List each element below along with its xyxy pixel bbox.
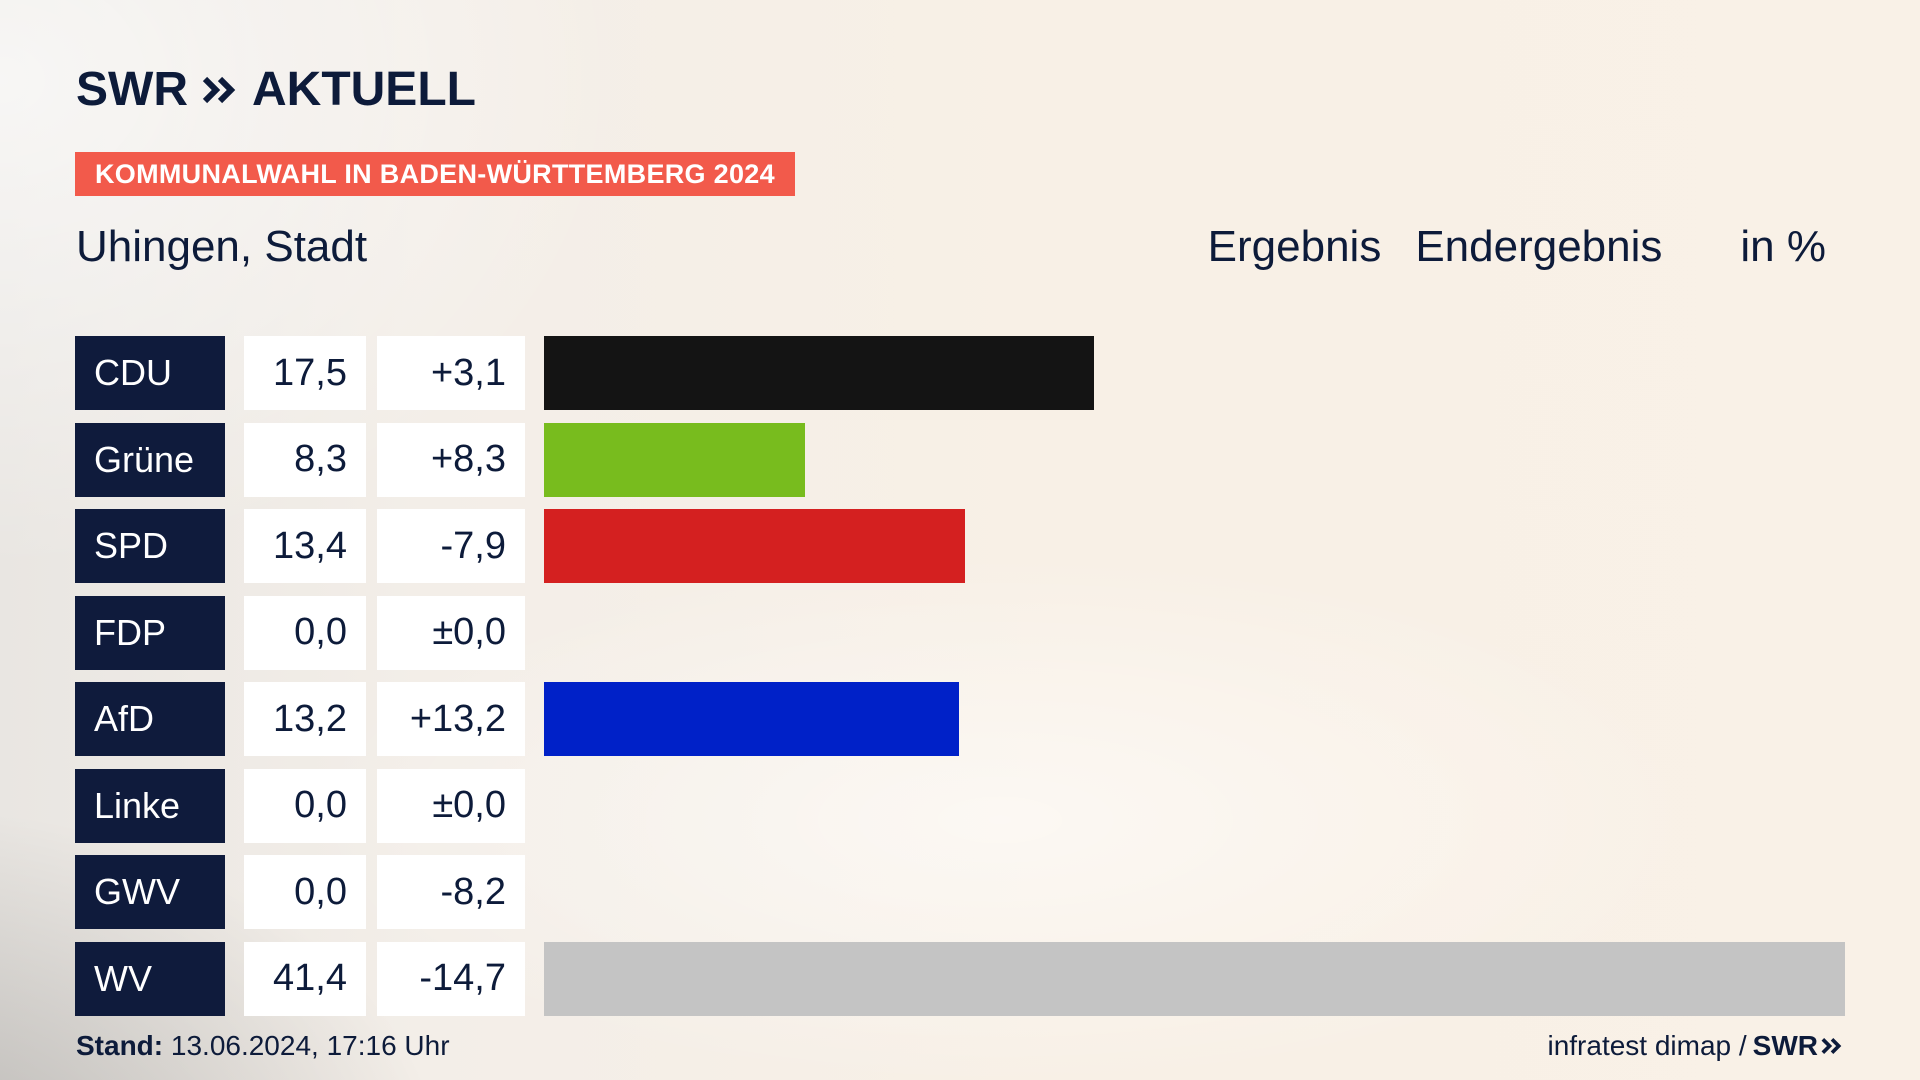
double-chevron-right-icon — [202, 76, 236, 104]
result-bar-cdu — [544, 336, 1094, 410]
timestamp: Stand: 13.06.2024, 17:16 Uhr — [76, 1030, 450, 1062]
swr-aktuell-logo: SWR AKTUELL — [76, 66, 476, 114]
party-label: FDP — [75, 595, 225, 670]
result-bar-wv — [544, 941, 1845, 1016]
change-value: -7,9 — [377, 509, 525, 583]
result-bar-spd — [544, 509, 965, 583]
brand-product: AKTUELL — [251, 63, 476, 116]
stand-label: Stand: — [76, 1030, 164, 1061]
status-label: Endergebnis — [1415, 222, 1663, 271]
result-value: 13,2 — [244, 682, 366, 756]
election-tag: KOMMUNALWAHL IN BADEN-WÜRTTEMBERG 2024 — [75, 152, 795, 196]
result-label: Ergebnis — [1207, 222, 1382, 271]
result-value: 8,3 — [244, 422, 366, 497]
unit-label: in % — [1740, 222, 1826, 271]
party-label: GWV — [75, 855, 225, 929]
change-value: -14,7 — [377, 941, 525, 1016]
result-value: 0,0 — [244, 768, 366, 843]
party-label: CDU — [75, 336, 225, 410]
change-value: -8,2 — [377, 855, 525, 929]
party-label: AfD — [75, 682, 225, 756]
source-text: infratest dimap / — [1547, 1030, 1747, 1061]
party-label: SPD — [75, 509, 225, 583]
party-label: Linke — [75, 768, 225, 843]
result-value: 41,4 — [244, 941, 366, 1016]
change-value: +13,2 — [377, 682, 525, 756]
change-value: +3,1 — [377, 336, 525, 410]
source-brand-label: SWR — [1752, 1030, 1818, 1061]
column-header: Ergebnis Endergebnis in % — [1208, 222, 1826, 272]
source-credit: infratest dimap / SWR — [1547, 1030, 1843, 1062]
party-label: WV — [75, 941, 225, 1016]
double-chevron-right-icon — [1821, 1037, 1842, 1055]
change-value: +8,3 — [377, 422, 525, 497]
result-value: 0,0 — [244, 855, 366, 929]
result-value: 0,0 — [244, 595, 366, 670]
source-brand: SWR — [1753, 1030, 1843, 1062]
change-value: ±0,0 — [377, 595, 525, 670]
party-label: Grüne — [75, 422, 225, 497]
result-value: 17,5 — [244, 336, 366, 410]
change-value: ±0,0 — [377, 768, 525, 843]
stand-value: 13.06.2024, 17:16 Uhr — [170, 1030, 450, 1061]
result-value: 13,4 — [244, 509, 366, 583]
result-bar-gr-ne — [544, 422, 805, 497]
place-title: Uhingen, Stadt — [76, 222, 368, 271]
brand-name: SWR — [76, 63, 188, 116]
result-bar-afd — [544, 682, 959, 756]
